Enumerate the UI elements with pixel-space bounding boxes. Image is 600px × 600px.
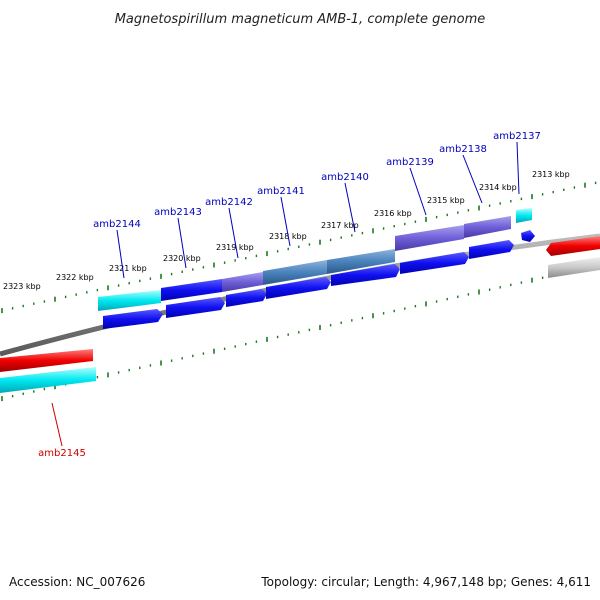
callout-line-amb2139 <box>409 167 427 216</box>
gene-bar-amb2138[interactable] <box>464 216 511 238</box>
gene-label-amb2138[interactable]: amb2138 <box>439 144 487 155</box>
accession-text: Accession: NC_007626 <box>9 575 145 589</box>
callout-line-amb2142 <box>228 207 239 259</box>
gene-bar-amb2141[interactable] <box>263 260 327 285</box>
gene-bar-amb2143[interactable] <box>161 279 222 301</box>
genome-backbone <box>0 233 600 357</box>
tick-labels: 2313 kbp 2314 kbp 2315 kbp 2316 kbp 2317… <box>3 170 570 291</box>
gene-callout-lines <box>51 141 520 447</box>
gene-arrow-amb2145[interactable] <box>0 349 93 372</box>
tick-label-2317: 2317 kbp <box>321 221 359 230</box>
gene-bar-offscreen-right[interactable] <box>548 257 600 278</box>
gene-label-amb2143[interactable]: amb2143 <box>154 207 202 218</box>
gene-label-amb2140[interactable]: amb2140 <box>321 172 369 183</box>
tick-label-2323: 2323 kbp <box>3 282 41 291</box>
gene-arrow-amb2143[interactable] <box>166 297 225 318</box>
gene-arrow-amb2140[interactable] <box>331 264 400 286</box>
tick-label-2314: 2314 kbp <box>479 183 517 192</box>
gene-bar-amb2145[interactable] <box>0 367 96 393</box>
tick-label-2320: 2320 kbp <box>163 254 201 263</box>
gene-arrow-offscreen-right[interactable] <box>546 236 600 256</box>
gene-arrow-amb2138[interactable] <box>469 240 514 259</box>
gene-bar-amb2142[interactable] <box>222 272 263 292</box>
gene-arrow-amb2142[interactable] <box>226 289 267 307</box>
tick-label-2321: 2321 kbp <box>109 264 147 273</box>
forward-gene-arrows <box>103 230 535 329</box>
tick-label-2322: 2322 kbp <box>56 273 94 282</box>
gene-arrow-amb2139[interactable] <box>400 252 469 274</box>
gene-bar-amb2140[interactable] <box>327 249 395 274</box>
reverse-gene-features <box>0 236 600 393</box>
callout-line-amb2145 <box>51 402 63 447</box>
callout-line-amb2137 <box>516 141 520 195</box>
gene-label-amb2141[interactable]: amb2141 <box>257 186 305 197</box>
gene-bar-amb2137[interactable] <box>516 208 532 223</box>
gene-arrow-amb2144[interactable] <box>103 309 163 329</box>
gene-label-amb2142[interactable]: amb2142 <box>205 197 253 208</box>
gene-bar-amb2144[interactable] <box>98 290 161 311</box>
gene-labels: amb2137 amb2138 amb2139 amb2140 amb2141 … <box>38 131 541 459</box>
gene-label-amb2139[interactable]: amb2139 <box>386 157 434 168</box>
gene-arrow-amb2137[interactable] <box>521 230 535 242</box>
callout-line-amb2144 <box>116 229 125 279</box>
gene-label-amb2137[interactable]: amb2137 <box>493 131 541 142</box>
gene-bar-amb2139[interactable] <box>395 225 464 251</box>
tick-label-2319: 2319 kbp <box>216 243 254 252</box>
tick-label-2313: 2313 kbp <box>532 170 570 179</box>
callout-line-amb2138 <box>462 154 483 204</box>
tick-label-2316: 2316 kbp <box>374 209 412 218</box>
tick-label-2315: 2315 kbp <box>427 196 465 205</box>
genome-summary-text: Topology: circular; Length: 4,967,148 bp… <box>260 575 591 589</box>
tick-tracks <box>1 181 597 402</box>
callout-line-amb2140 <box>344 182 356 233</box>
map-title: Magnetospirillum magneticum AMB-1, compl… <box>115 12 486 27</box>
gene-label-amb2144[interactable]: amb2144 <box>93 219 141 230</box>
callout-line-amb2143 <box>177 217 187 269</box>
gene-arrow-amb2141[interactable] <box>266 277 331 299</box>
callout-line-amb2141 <box>280 196 291 247</box>
gene-label-amb2145[interactable]: amb2145 <box>38 448 86 459</box>
forward-annotation-band <box>98 208 532 311</box>
